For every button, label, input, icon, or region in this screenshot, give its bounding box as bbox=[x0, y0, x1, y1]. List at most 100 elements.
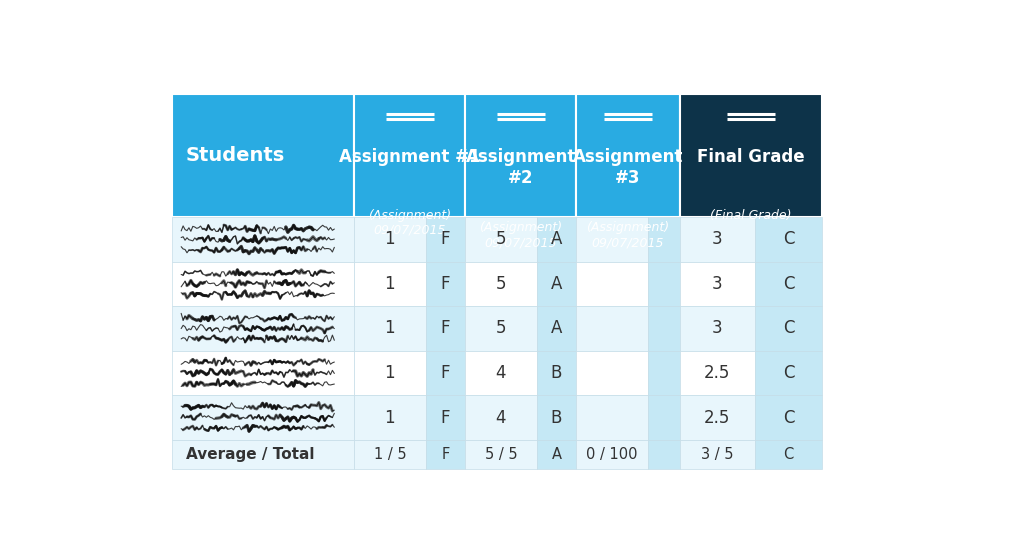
Text: 1: 1 bbox=[385, 364, 395, 382]
Bar bbox=[172, 94, 354, 217]
Bar bbox=[354, 395, 426, 440]
Bar bbox=[426, 261, 465, 306]
Bar bbox=[755, 440, 822, 469]
Text: A: A bbox=[551, 319, 562, 338]
Text: C: C bbox=[783, 275, 795, 293]
Bar bbox=[648, 440, 680, 469]
Text: Average / Total: Average / Total bbox=[186, 447, 314, 462]
Bar bbox=[426, 217, 465, 261]
Bar bbox=[648, 217, 680, 261]
Text: 1: 1 bbox=[385, 275, 395, 293]
Text: 3: 3 bbox=[712, 230, 723, 248]
Text: 1: 1 bbox=[385, 408, 395, 426]
Bar bbox=[577, 306, 648, 351]
Bar bbox=[465, 351, 537, 395]
Bar bbox=[577, 395, 648, 440]
Bar bbox=[680, 351, 755, 395]
Text: Students: Students bbox=[186, 146, 285, 165]
Text: 5: 5 bbox=[496, 319, 506, 338]
Bar bbox=[465, 261, 537, 306]
Text: (Assignment)
09/07/2015: (Assignment) 09/07/2015 bbox=[479, 221, 562, 249]
Text: 4: 4 bbox=[496, 364, 506, 382]
Bar bbox=[537, 351, 577, 395]
Text: 0 / 100: 0 / 100 bbox=[587, 447, 638, 462]
Bar bbox=[172, 395, 354, 440]
Text: C: C bbox=[783, 319, 795, 338]
Bar bbox=[172, 261, 354, 306]
Bar bbox=[465, 217, 537, 261]
Text: 4: 4 bbox=[496, 408, 506, 426]
Bar bbox=[172, 440, 354, 469]
Text: A: A bbox=[551, 230, 562, 248]
Bar bbox=[354, 217, 426, 261]
Text: 2.5: 2.5 bbox=[705, 408, 730, 426]
Text: (Assignment)
09/07/2015: (Assignment) 09/07/2015 bbox=[369, 209, 452, 236]
Bar bbox=[354, 306, 426, 351]
Text: (Assignment)
09/07/2015: (Assignment) 09/07/2015 bbox=[587, 221, 670, 249]
Bar bbox=[680, 395, 755, 440]
Bar bbox=[465, 94, 577, 217]
Text: Final Grade: Final Grade bbox=[697, 148, 805, 166]
Text: C: C bbox=[783, 408, 795, 426]
Bar bbox=[465, 395, 537, 440]
Text: B: B bbox=[551, 364, 562, 382]
Text: 5: 5 bbox=[496, 275, 506, 293]
Bar bbox=[577, 217, 648, 261]
Text: 1 / 5: 1 / 5 bbox=[374, 447, 407, 462]
Text: C: C bbox=[783, 447, 794, 462]
Bar bbox=[465, 306, 537, 351]
Bar bbox=[755, 395, 822, 440]
Bar bbox=[172, 217, 354, 261]
Text: B: B bbox=[551, 408, 562, 426]
Bar bbox=[537, 440, 577, 469]
Text: Assignment #1: Assignment #1 bbox=[339, 148, 480, 166]
Bar bbox=[354, 94, 465, 217]
Bar bbox=[537, 395, 577, 440]
Bar bbox=[426, 395, 465, 440]
Bar bbox=[680, 306, 755, 351]
Text: F: F bbox=[440, 319, 451, 338]
Bar bbox=[648, 261, 680, 306]
Text: F: F bbox=[440, 230, 451, 248]
Bar bbox=[648, 351, 680, 395]
Bar bbox=[537, 306, 577, 351]
Bar bbox=[680, 217, 755, 261]
Bar bbox=[426, 440, 465, 469]
Text: F: F bbox=[440, 275, 451, 293]
Text: 1: 1 bbox=[385, 319, 395, 338]
Text: 2.5: 2.5 bbox=[705, 364, 730, 382]
Text: F: F bbox=[441, 447, 450, 462]
Bar bbox=[426, 351, 465, 395]
Bar bbox=[465, 440, 537, 469]
Bar bbox=[577, 440, 648, 469]
Bar bbox=[680, 261, 755, 306]
Bar bbox=[354, 440, 426, 469]
Bar bbox=[755, 217, 822, 261]
Text: Assignment
#2: Assignment #2 bbox=[466, 148, 577, 187]
Bar bbox=[577, 261, 648, 306]
Bar bbox=[755, 351, 822, 395]
Bar bbox=[426, 306, 465, 351]
Text: C: C bbox=[783, 230, 795, 248]
Text: 3: 3 bbox=[712, 275, 723, 293]
Text: F: F bbox=[440, 364, 451, 382]
Text: Assignment
#3: Assignment #3 bbox=[572, 148, 683, 187]
Bar bbox=[755, 261, 822, 306]
Text: 3: 3 bbox=[712, 319, 723, 338]
Bar bbox=[648, 395, 680, 440]
Text: (Final Grade): (Final Grade) bbox=[711, 209, 792, 222]
Bar bbox=[354, 351, 426, 395]
Bar bbox=[354, 261, 426, 306]
Bar bbox=[172, 351, 354, 395]
Text: F: F bbox=[440, 408, 451, 426]
Text: 1: 1 bbox=[385, 230, 395, 248]
Text: A: A bbox=[552, 447, 561, 462]
Text: A: A bbox=[551, 275, 562, 293]
Bar bbox=[537, 217, 577, 261]
Text: C: C bbox=[783, 364, 795, 382]
Text: 5 / 5: 5 / 5 bbox=[484, 447, 517, 462]
Bar bbox=[577, 351, 648, 395]
Bar bbox=[537, 261, 577, 306]
Bar bbox=[172, 306, 354, 351]
Bar bbox=[680, 94, 822, 217]
